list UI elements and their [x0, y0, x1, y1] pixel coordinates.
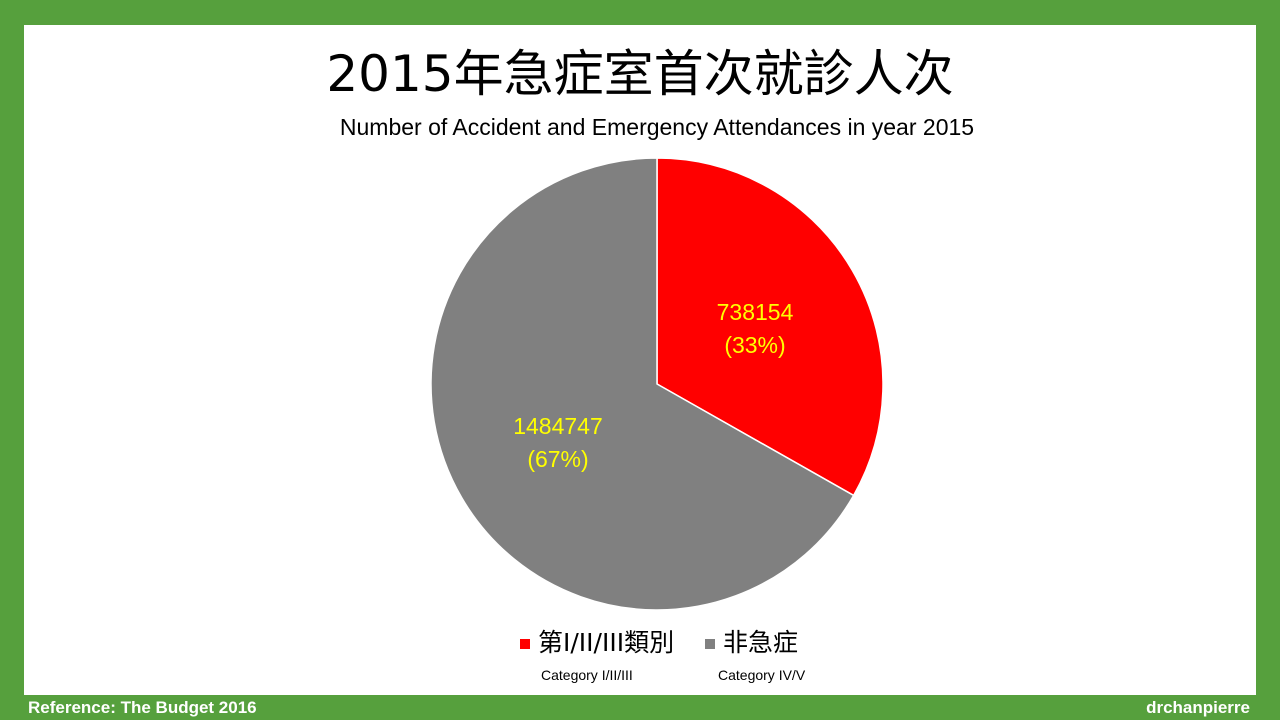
reference-note: Reference: The Budget 2016: [28, 698, 257, 717]
pie-slice-category-4-5: [430, 157, 855, 611]
data-label-category-1-3-value: 738154: [717, 299, 794, 325]
chart-subtitle: Number of Accident and Emergency Attenda…: [339, 114, 975, 140]
legend-sublabel-category-4-5: Category IV/V: [718, 667, 806, 683]
data-label-category-1-3-percent: (33%): [724, 332, 785, 358]
pie-slice-category-1-3: [656, 157, 884, 497]
chart-legend: 第I/II/III類別 非急症 Category I/II/III Catego…: [0, 626, 1280, 686]
author-credit: drchanpierre: [1146, 698, 1250, 717]
data-label-category-4-5-value: 1484747: [513, 413, 603, 439]
legend-swatch-gray: [705, 639, 715, 649]
legend-label: 第I/II/III類別: [538, 628, 675, 657]
legend-label: 非急症: [723, 628, 799, 657]
legend-sublabel-category-1-3: Category I/II/III: [541, 667, 633, 683]
chart-title: 2015年急症室首次就診人次: [326, 45, 954, 103]
data-label-category-4-5-percent: (67%): [527, 446, 588, 472]
legend-swatch-red: [520, 639, 530, 649]
